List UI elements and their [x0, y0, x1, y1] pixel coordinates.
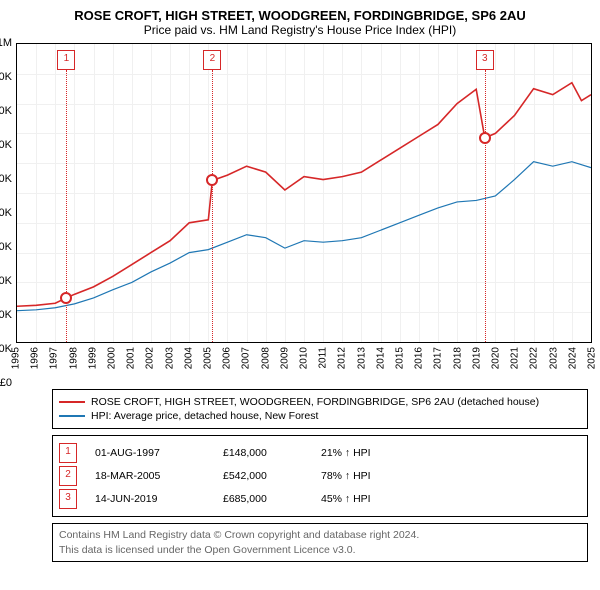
x-axis: 1995199619971998199920002001200220032004…	[16, 343, 592, 383]
x-tick-label: 1999	[87, 347, 98, 369]
plot: 1 2 3	[16, 43, 592, 343]
x-tick-label: 2004	[183, 347, 194, 369]
sales-table: 1 01-AUG-1997 £148,000 21% ↑ HPI 2 18-MAR-200…	[52, 435, 588, 517]
x-tick-label: 2013	[356, 347, 367, 369]
x-tick-label: 2015	[395, 347, 406, 369]
x-tick-label: 2006	[222, 347, 233, 369]
x-tick-label: 2025	[587, 347, 598, 369]
x-tick-label: 2010	[299, 347, 310, 369]
sale-row: 2 18-MAR-2005 £542,000 78% ↑ HPI	[59, 466, 581, 486]
x-tick-label: 2000	[107, 347, 118, 369]
x-tick-label: 2024	[567, 347, 578, 369]
x-tick-label: 2002	[145, 347, 156, 369]
x-tick-label: 2008	[260, 347, 271, 369]
sale-marker-point	[60, 292, 72, 304]
sale-hpi: 45% ↑ HPI	[321, 493, 581, 505]
sale-marker-box: 2	[203, 50, 221, 70]
x-tick-label: 2018	[452, 347, 463, 369]
chart-lines	[17, 44, 591, 342]
sale-date: 01-AUG-1997	[95, 447, 205, 459]
line-property	[17, 83, 591, 306]
sale-marker-box: 3	[476, 50, 494, 70]
x-tick-label: 2011	[318, 347, 329, 369]
x-tick-label: 2009	[279, 347, 290, 369]
x-tick-label: 2014	[375, 347, 386, 369]
x-tick-label: 2023	[548, 347, 559, 369]
sale-num: 2	[59, 466, 77, 486]
sale-num: 3	[59, 489, 77, 509]
chart-area: £1M£900K£800K£700K£600K£500K£400K£300K£2…	[12, 43, 592, 383]
attribution: Contains HM Land Registry data © Crown c…	[52, 523, 588, 562]
sale-date: 18-MAR-2005	[95, 470, 205, 482]
x-tick-label: 2017	[433, 347, 444, 369]
sale-row: 1 01-AUG-1997 £148,000 21% ↑ HPI	[59, 443, 581, 463]
sale-marker-box: 1	[57, 50, 75, 70]
x-tick-label: 2007	[241, 347, 252, 369]
legend-label-hpi: HPI: Average price, detached house, New …	[91, 410, 318, 422]
legend-swatch-hpi	[59, 415, 85, 417]
sale-marker-vline	[212, 70, 213, 342]
sale-hpi: 78% ↑ HPI	[321, 470, 581, 482]
legend-swatch-property	[59, 401, 85, 403]
attribution-line2: This data is licensed under the Open Gov…	[59, 543, 581, 558]
sale-price: £685,000	[223, 493, 303, 505]
page-title: ROSE CROFT, HIGH STREET, WOODGREEN, FORD…	[8, 8, 592, 23]
sale-hpi: 21% ↑ HPI	[321, 447, 581, 459]
x-tick-label: 1995	[11, 347, 22, 369]
sale-price: £148,000	[223, 447, 303, 459]
x-tick-label: 2012	[337, 347, 348, 369]
page-subtitle: Price paid vs. HM Land Registry's House …	[8, 23, 592, 37]
x-tick-label: 1998	[68, 347, 79, 369]
sale-num: 1	[59, 443, 77, 463]
x-tick-label: 2021	[510, 347, 521, 369]
x-tick-label: 2019	[471, 347, 482, 369]
x-tick-label: 1996	[30, 347, 41, 369]
line-hpi	[17, 162, 591, 311]
x-tick-label: 2003	[164, 347, 175, 369]
x-tick-label: 1997	[49, 347, 60, 369]
x-tick-label: 2020	[491, 347, 502, 369]
x-tick-label: 2001	[126, 347, 137, 369]
legend-label-property: ROSE CROFT, HIGH STREET, WOODGREEN, FORD…	[91, 396, 539, 408]
x-tick-label: 2016	[414, 347, 425, 369]
x-tick-label: 2005	[203, 347, 214, 369]
legend-item-hpi: HPI: Average price, detached house, New …	[59, 410, 581, 422]
sale-marker-vline	[485, 70, 486, 342]
sale-row: 3 14-JUN-2019 £685,000 45% ↑ HPI	[59, 489, 581, 509]
x-tick-label: 2022	[529, 347, 540, 369]
attribution-line1: Contains HM Land Registry data © Crown c…	[59, 528, 581, 543]
legend-item-property: ROSE CROFT, HIGH STREET, WOODGREEN, FORD…	[59, 396, 581, 408]
sale-date: 14-JUN-2019	[95, 493, 205, 505]
legend: ROSE CROFT, HIGH STREET, WOODGREEN, FORD…	[52, 389, 588, 429]
sale-marker-point	[206, 174, 218, 186]
sale-marker-point	[479, 132, 491, 144]
sale-price: £542,000	[223, 470, 303, 482]
